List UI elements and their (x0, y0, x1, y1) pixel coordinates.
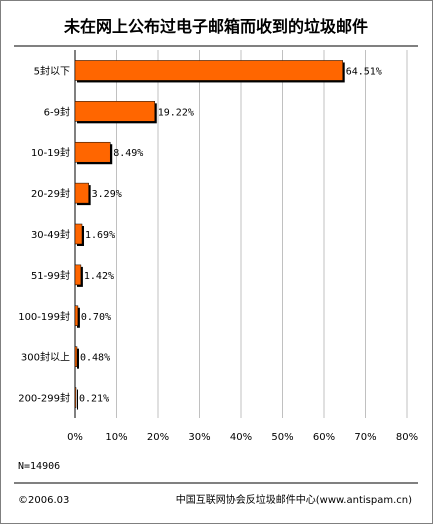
x-tick-label: 10% (105, 432, 127, 443)
x-axis-ticks: 0% 10% 20% 30% 40% 50% 60% 70% 80% (67, 432, 418, 443)
bar-value-label: 1.42% (84, 271, 114, 282)
sample-size: N=14906 (18, 461, 60, 472)
category-label: 100-199封 (18, 310, 70, 323)
bar (74, 305, 79, 327)
chart-title: 未在网上公布过电子邮箱而收到的垃圾邮件 (63, 17, 368, 36)
category-label: 200-299封 (18, 392, 70, 405)
bar-value-label: 19.22% (158, 107, 194, 118)
bar-value-label: 3.29% (92, 189, 122, 200)
bar (74, 60, 343, 81)
x-tick-label: 60% (313, 432, 335, 443)
x-tick-label: 80% (396, 432, 418, 443)
bar (74, 346, 78, 367)
x-tick-label: 70% (354, 432, 376, 443)
x-tick-label: 50% (271, 432, 293, 443)
bar (74, 182, 89, 204)
category-labels: 5封以下 6-9封 10-19封 20-29封 30-49封 51-99封 100-199封… (18, 64, 70, 404)
category-label: 51-99封 (31, 269, 70, 282)
x-tick-label: 30% (188, 432, 210, 443)
bar-shadow (77, 389, 78, 410)
x-tick-label: 40% (230, 432, 252, 443)
bar (74, 223, 83, 245)
category-label: 6-9封 (44, 105, 70, 118)
category-label: 30-49封 (31, 228, 70, 241)
bar-value-label: 8.49% (113, 148, 143, 159)
category-label: 20-29封 (31, 187, 70, 200)
source-credit: 中国互联网协会反垃圾邮件中心(www.antispam.cn) (176, 493, 412, 506)
bar (74, 387, 77, 408)
copyright-date: ©2006.03 (18, 495, 69, 506)
bar (74, 101, 156, 122)
bar-value-label: 1.69% (85, 230, 115, 241)
category-label: 300封以上 (21, 351, 70, 364)
bar-value-label: 0.70% (81, 312, 111, 323)
bar-value-label: 0.21% (79, 394, 109, 405)
x-tick-label: 20% (147, 432, 169, 443)
bar-shadow (77, 348, 79, 369)
bar-value-label: 64.51% (346, 66, 382, 77)
category-label: 5封以下 (34, 64, 70, 77)
bar (74, 264, 82, 286)
x-tick-label: 0% (67, 432, 83, 443)
bar-value-label: 0.48% (80, 353, 110, 364)
category-label: 10-19封 (31, 146, 70, 159)
bar-shadow (77, 307, 80, 328)
bar (74, 141, 111, 163)
bars: 64.51% 19.22% 8.49% 3.29% 1.69% 1.42% 0.70% 0.4… (74, 60, 382, 410)
